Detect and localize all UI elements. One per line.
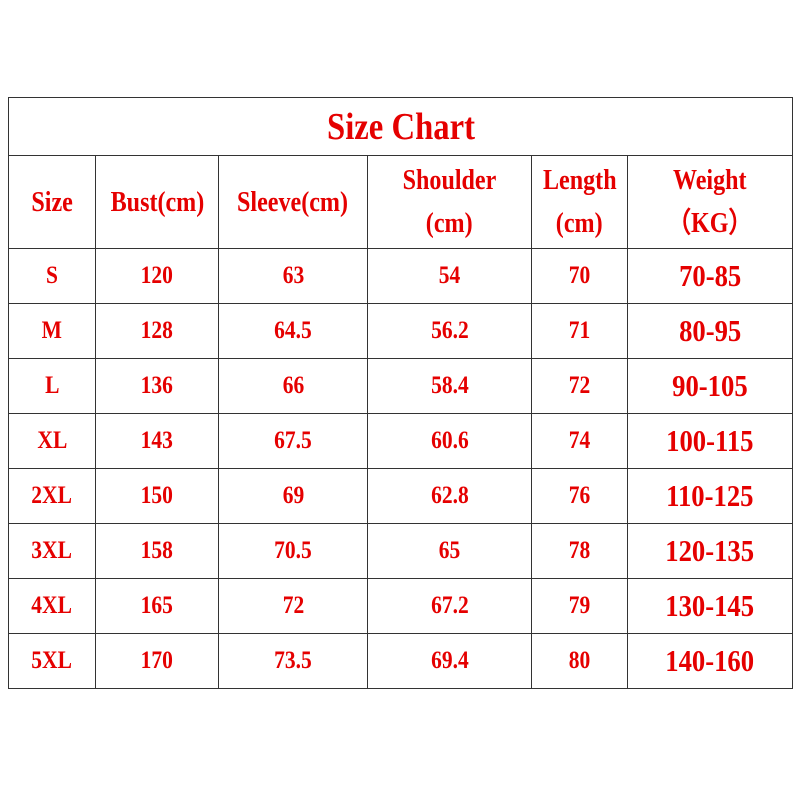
cell-sleeve: 70.5	[218, 523, 368, 579]
cell-bust: 120	[95, 248, 219, 304]
header-bust: Bust(cm)	[95, 155, 219, 249]
cell-weight: 130-145	[626, 578, 794, 634]
cell-sleeve: 67.5	[218, 413, 368, 469]
cell-sleeve: 64.5	[218, 303, 368, 359]
cell-shoulder: 67.2	[367, 578, 532, 634]
table-row: 3XL 158 70.5 65 78 120-135	[8, 523, 794, 579]
cell-shoulder: 62.8	[367, 468, 532, 524]
cell-size: XL	[8, 413, 96, 469]
table-row: L 136 66 58.4 72 90-105	[8, 358, 794, 414]
cell-shoulder: 54	[367, 248, 532, 304]
cell-shoulder: 60.6	[367, 413, 532, 469]
cell-shoulder: 58.4	[367, 358, 532, 414]
cell-weight: 110-125	[626, 468, 794, 524]
cell-length: 70	[531, 248, 628, 304]
cell-weight: 140-160	[626, 633, 794, 689]
cell-weight: 70-85	[626, 248, 794, 304]
cell-sleeve: 72	[218, 578, 368, 634]
cell-size: 2XL	[8, 468, 96, 524]
cell-size: 4XL	[8, 578, 96, 634]
table-row: 2XL 150 69 62.8 76 110-125	[8, 468, 794, 524]
cell-length: 78	[531, 523, 628, 579]
cell-sleeve: 69	[218, 468, 368, 524]
cell-bust: 158	[95, 523, 219, 579]
table-row: XL 143 67.5 60.6 74 100-115	[8, 413, 794, 469]
cell-bust: 170	[95, 633, 219, 689]
table-row: S 120 63 54 70 70-85	[8, 248, 794, 304]
cell-shoulder: 56.2	[367, 303, 532, 359]
cell-size: M	[8, 303, 96, 359]
cell-bust: 128	[95, 303, 219, 359]
cell-weight: 90-105	[626, 358, 794, 414]
table-row: M 128 64.5 56.2 71 80-95	[8, 303, 794, 359]
cell-shoulder: 69.4	[367, 633, 532, 689]
cell-size: 5XL	[8, 633, 96, 689]
size-chart-table: Size Chart Size Bust(cm) Sleeve(cm) Shoulde…	[7, 97, 794, 689]
cell-weight: 80-95	[626, 303, 794, 359]
cell-bust: 165	[95, 578, 219, 634]
table-row: 5XL 170 73.5 69.4 80 140-160	[8, 633, 794, 689]
cell-length: 74	[531, 413, 628, 469]
cell-size: 3XL	[8, 523, 96, 579]
cell-length: 79	[531, 578, 628, 634]
cell-length: 80	[531, 633, 628, 689]
cell-size: S	[8, 248, 96, 304]
header-shoulder: Shoulder (cm)	[367, 155, 532, 249]
table-title: Size Chart	[7, 97, 794, 156]
cell-length: 72	[531, 358, 628, 414]
cell-weight: 120-135	[626, 523, 794, 579]
cell-weight: 100-115	[626, 413, 794, 469]
header-size: Size	[8, 155, 96, 249]
cell-bust: 143	[95, 413, 219, 469]
header-length: Length (cm)	[531, 155, 628, 249]
header-weight: Weight （KG）	[626, 155, 794, 249]
cell-length: 71	[531, 303, 628, 359]
cell-bust: 150	[95, 468, 219, 524]
cell-sleeve: 73.5	[218, 633, 368, 689]
cell-sleeve: 66	[218, 358, 368, 414]
cell-length: 76	[531, 468, 628, 524]
cell-sleeve: 63	[218, 248, 368, 304]
table-row: 4XL 165 72 67.2 79 130-145	[8, 578, 794, 634]
header-row: Size Bust(cm) Sleeve(cm) Shoulder (cm) Length…	[8, 155, 794, 249]
cell-bust: 136	[95, 358, 219, 414]
header-sleeve: Sleeve(cm)	[218, 155, 368, 249]
cell-shoulder: 65	[367, 523, 532, 579]
cell-size: L	[8, 358, 96, 414]
